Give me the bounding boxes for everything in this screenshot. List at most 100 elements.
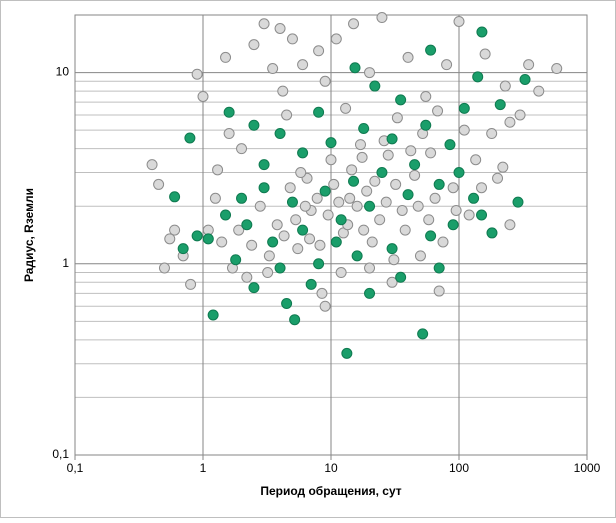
- point: [476, 26, 488, 38]
- point: [356, 151, 368, 163]
- point: [351, 250, 363, 262]
- point: [236, 192, 248, 204]
- point: [319, 300, 331, 312]
- point: [444, 139, 456, 151]
- point: [254, 200, 266, 212]
- grid: [74, 14, 588, 460]
- point: [382, 149, 394, 161]
- point: [348, 175, 360, 187]
- point: [281, 109, 293, 121]
- point: [420, 90, 432, 102]
- point: [314, 239, 326, 251]
- point: [297, 59, 309, 71]
- point: [402, 189, 414, 201]
- point: [258, 18, 270, 30]
- point: [207, 309, 219, 321]
- point: [333, 196, 345, 208]
- point: [184, 132, 196, 144]
- point: [395, 271, 407, 283]
- point: [358, 122, 370, 134]
- point: [340, 102, 352, 114]
- point: [177, 243, 189, 255]
- point: [191, 68, 203, 80]
- point: [470, 154, 482, 166]
- point: [402, 51, 414, 63]
- point: [274, 128, 286, 140]
- point: [267, 236, 279, 248]
- point: [274, 22, 286, 34]
- point: [425, 44, 437, 56]
- point: [376, 12, 388, 24]
- point: [248, 282, 260, 294]
- plot-area: [74, 14, 588, 456]
- point: [425, 230, 437, 242]
- point: [494, 99, 506, 111]
- point: [514, 109, 526, 121]
- point: [241, 219, 253, 231]
- point: [414, 250, 426, 262]
- point: [369, 175, 381, 187]
- point: [492, 172, 504, 184]
- point: [512, 196, 524, 208]
- point: [369, 80, 381, 92]
- point: [533, 85, 545, 97]
- point: [313, 106, 325, 118]
- point: [458, 124, 470, 136]
- point: [386, 133, 398, 145]
- point: [354, 139, 366, 151]
- point: [519, 73, 531, 85]
- point: [292, 243, 304, 255]
- point: [286, 33, 298, 45]
- point: [322, 209, 334, 221]
- point: [388, 254, 400, 266]
- point: [286, 196, 298, 208]
- point: [479, 48, 491, 60]
- point: [366, 236, 378, 248]
- point: [441, 59, 453, 71]
- point: [458, 102, 470, 114]
- point: [258, 159, 270, 171]
- point: [262, 267, 274, 279]
- point: [358, 224, 370, 236]
- point: [241, 271, 253, 283]
- points: [146, 12, 563, 359]
- point: [386, 276, 398, 288]
- point: [289, 314, 301, 326]
- point: [429, 192, 441, 204]
- point: [311, 192, 323, 204]
- point: [433, 178, 445, 190]
- point: [297, 147, 309, 159]
- point: [361, 185, 373, 197]
- point: [313, 258, 325, 270]
- point: [212, 164, 224, 176]
- point: [391, 112, 403, 124]
- point: [158, 262, 170, 274]
- y-tick-label: 0,1: [52, 447, 69, 461]
- point: [412, 200, 424, 212]
- point: [267, 63, 279, 75]
- point: [263, 250, 275, 262]
- point: [497, 161, 509, 173]
- point: [153, 178, 165, 190]
- x-axis-title: Период обращения, сут: [260, 484, 401, 498]
- point: [486, 128, 498, 140]
- point: [504, 219, 516, 231]
- point: [453, 167, 465, 179]
- point: [297, 224, 309, 236]
- point: [364, 67, 376, 79]
- point: [437, 236, 449, 248]
- point: [169, 191, 181, 203]
- point: [313, 45, 325, 57]
- point: [330, 33, 342, 45]
- point: [330, 236, 342, 248]
- x-tick-label: 100: [449, 461, 469, 475]
- point: [423, 214, 435, 226]
- point: [374, 214, 386, 226]
- point: [364, 200, 376, 212]
- point: [328, 178, 340, 190]
- point: [319, 185, 331, 197]
- point: [248, 119, 260, 131]
- point: [476, 209, 488, 221]
- point: [364, 262, 376, 274]
